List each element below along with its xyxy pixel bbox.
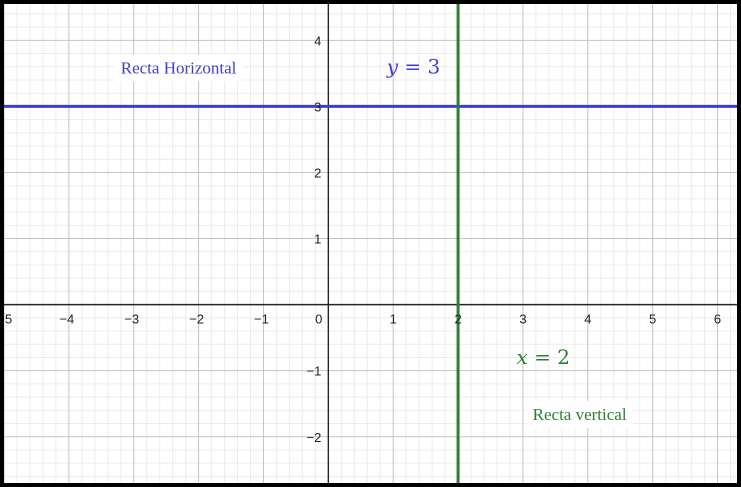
- x-tick-label: −3: [124, 312, 139, 327]
- x-tick-label: 1: [390, 312, 397, 327]
- y-tick-label: −1: [307, 364, 322, 379]
- line-label: Recta vertical: [533, 405, 627, 424]
- x-tick-label: 5: [5, 312, 12, 327]
- axes: [4, 4, 737, 483]
- x-tick-label: −4: [59, 312, 74, 327]
- x-tick-label: −1: [254, 312, 269, 327]
- x-tick-label: 5: [649, 312, 656, 327]
- equation-lhs: y: [386, 54, 399, 78]
- line-label-background: [114, 54, 243, 82]
- y-tick-label: 1: [314, 232, 321, 247]
- line-label-background: [526, 401, 633, 429]
- y-tick-label: 2: [314, 165, 321, 180]
- x-tick-label: 3: [519, 312, 526, 327]
- coordinate-plane: 5 −4 −3 −2 −1 0 1 2 3 4 5 6 −2 −1 1 2 3 4 y = 3 Recta Hori…: [4, 4, 737, 483]
- annotations: y = 3 Recta Horizontal x = 2 Recta vertical: [114, 54, 633, 429]
- equals-sign: =: [398, 54, 427, 78]
- x-tick-label: 2: [454, 312, 461, 327]
- tick-labels: 5 −4 −3 −2 −1 0 1 2 3 4 5 6 −2 −1 1 2 3 4: [5, 33, 721, 444]
- y-tick-label: 3: [314, 99, 321, 114]
- x-tick-label: 6: [714, 312, 721, 327]
- equals-sign: =: [528, 345, 557, 369]
- x-tick-label: −2: [189, 312, 204, 327]
- x-tick-label: 0: [315, 312, 322, 327]
- y-tick-label: 4: [314, 33, 321, 48]
- line-label: Recta Horizontal: [121, 58, 237, 77]
- equation-label: x = 2: [516, 345, 570, 369]
- equation-rhs: 2: [557, 345, 570, 369]
- y-tick-label: −2: [307, 430, 322, 445]
- equation-rhs: 3: [428, 54, 441, 78]
- series-lines: [4, 4, 737, 483]
- x-tick-label: 4: [584, 312, 591, 327]
- equation-lhs: x: [516, 345, 527, 369]
- equation-label: y = 3: [386, 54, 441, 78]
